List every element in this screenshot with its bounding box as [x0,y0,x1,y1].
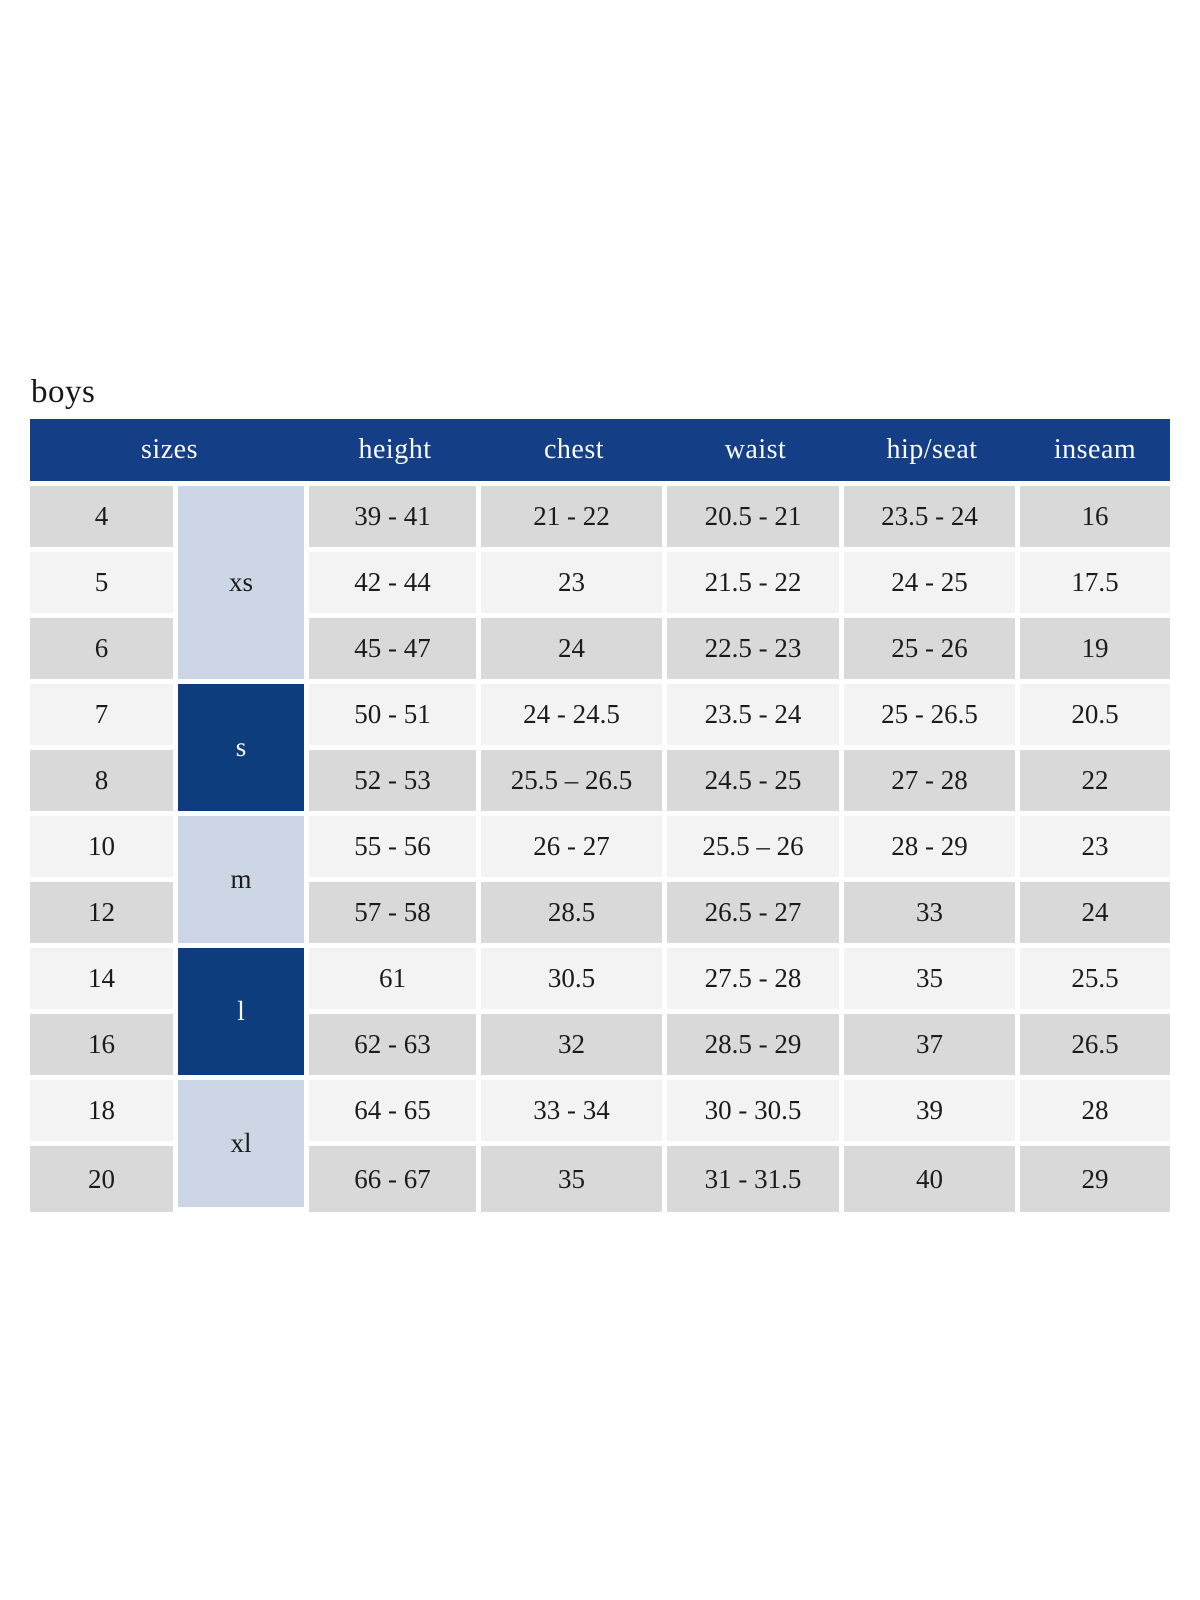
cell-waist: 31 - 31.5 [667,1146,844,1212]
cell-size: 12 [30,882,178,948]
cell-hip-seat: 33 [844,882,1020,948]
cell-waist: 22.5 - 23 [667,618,844,684]
table-row: 14 l 61 30.5 27.5 - 28 35 25.5 [30,948,1170,1080]
cell-hip-seat: 40 [844,1146,1020,1212]
cell-chest: 28.5 [481,882,667,948]
cell-height: 55 - 56 [309,816,481,882]
cell-chest: 26 - 27 [481,816,667,882]
table-row: 18 xl 64 - 65 33 - 34 30 - 30.5 39 28 [30,1080,1170,1212]
cell-waist: 23.5 - 24 [667,684,844,750]
cell-chest: 35 [481,1146,667,1212]
table-row: 16 62 - 63 32 28.5 - 29 37 26.5 [30,1014,1170,1080]
cell-hip-seat: 35 [844,948,1020,1014]
cell-size: 7 [30,684,178,750]
cell-inseam: 16 [1020,486,1170,552]
cell-hip-seat: 24 - 25 [844,552,1020,618]
cell-size: 14 [30,948,178,1014]
page-title: boys [31,374,96,410]
cell-height: 64 - 65 [309,1080,481,1146]
table-row: 5 42 - 44 23 21.5 - 22 24 - 25 17.5 [30,552,1170,618]
cell-size: 10 [30,816,178,882]
cell-inseam: 17.5 [1020,552,1170,618]
table-row: 4 xs 39 - 41 21 - 22 20.5 - 21 23.5 - 24… [30,486,1170,684]
cell-height: 57 - 58 [309,882,481,948]
group-cell-s: s [178,684,309,816]
cell-size: 16 [30,1014,178,1080]
size-chart-table: 4 xs 39 - 41 21 - 22 20.5 - 21 23.5 - 24… [30,486,1170,1212]
cell-inseam: 19 [1020,618,1170,684]
header-cell-sizes: sizes [141,434,198,465]
cell-chest: 33 - 34 [481,1080,667,1146]
cell-height: 52 - 53 [309,750,481,816]
cell-size: 8 [30,750,178,816]
table-row: 12 57 - 58 28.5 26.5 - 27 33 24 [30,882,1170,948]
cell-inseam: 20.5 [1020,684,1170,750]
header-cell-waist: waist [724,434,787,465]
cell-waist: 26.5 - 27 [667,882,844,948]
cell-chest: 25.5 – 26.5 [481,750,667,816]
cell-waist: 21.5 - 22 [667,552,844,618]
group-cell-xs: xs [178,486,309,684]
cell-inseam: 23 [1020,816,1170,882]
cell-inseam: 24 [1020,882,1170,948]
cell-chest: 32 [481,1014,667,1080]
cell-chest: 24 - 24.5 [481,684,667,750]
cell-chest: 23 [481,552,667,618]
cell-chest: 30.5 [481,948,667,1014]
size-chart: sizes height chest waist hip/seat inseam… [30,419,1170,1212]
header-cell-hip-seat: hip/seat [886,434,978,465]
cell-hip-seat: 25 - 26.5 [844,684,1020,750]
cell-waist: 30 - 30.5 [667,1080,844,1146]
table-row: 7 s 50 - 51 24 - 24.5 23.5 - 24 25 - 26.… [30,684,1170,816]
cell-chest: 24 [481,618,667,684]
cell-height: 61 [309,948,481,1014]
table-row: 8 52 - 53 25.5 – 26.5 24.5 - 25 27 - 28 … [30,750,1170,816]
cell-chest: 21 - 22 [481,486,667,552]
cell-height: 66 - 67 [309,1146,481,1212]
cell-size: 18 [30,1080,178,1146]
cell-height: 39 - 41 [309,486,481,552]
group-cell-l: l [178,948,309,1080]
cell-hip-seat: 23.5 - 24 [844,486,1020,552]
cell-inseam: 29 [1020,1146,1170,1212]
cell-height: 42 - 44 [309,552,481,618]
header-cell-height: height [358,434,432,465]
cell-waist: 24.5 - 25 [667,750,844,816]
group-cell-m: m [178,816,309,948]
cell-hip-seat: 25 - 26 [844,618,1020,684]
cell-inseam: 28 [1020,1080,1170,1146]
cell-inseam: 25.5 [1020,948,1170,1014]
group-cell-xl: xl [178,1080,309,1212]
cell-inseam: 26.5 [1020,1014,1170,1080]
cell-waist: 28.5 - 29 [667,1014,844,1080]
cell-hip-seat: 37 [844,1014,1020,1080]
cell-height: 50 - 51 [309,684,481,750]
cell-size: 6 [30,618,178,684]
cell-height: 45 - 47 [309,618,481,684]
cell-size: 20 [30,1146,178,1212]
table-row: 10 m 55 - 56 26 - 27 25.5 – 26 28 - 29 2… [30,816,1170,948]
table-row: 20 66 - 67 35 31 - 31.5 40 29 [30,1146,1170,1212]
cell-height: 62 - 63 [309,1014,481,1080]
table-row: 6 45 - 47 24 22.5 - 23 25 - 26 19 [30,618,1170,684]
cell-hip-seat: 39 [844,1080,1020,1146]
cell-size: 4 [30,486,178,552]
cell-waist: 27.5 - 28 [667,948,844,1014]
header-cell-inseam: inseam [1053,434,1137,465]
cell-size: 5 [30,552,178,618]
cell-waist: 20.5 - 21 [667,486,844,552]
cell-inseam: 22 [1020,750,1170,816]
cell-hip-seat: 27 - 28 [844,750,1020,816]
cell-waist: 25.5 – 26 [667,816,844,882]
table-header-row: sizes height chest waist hip/seat inseam [30,419,1170,481]
header-cell-chest: chest [543,434,605,465]
cell-hip-seat: 28 - 29 [844,816,1020,882]
